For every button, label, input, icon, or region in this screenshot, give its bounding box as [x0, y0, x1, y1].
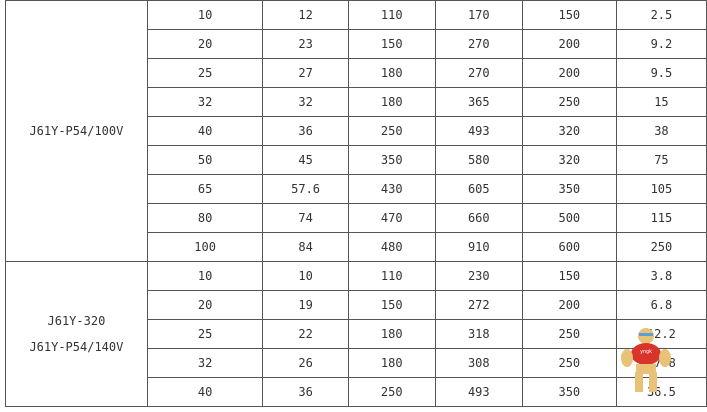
- table-row: 20 23 150 270 200 9.2: [6, 29, 707, 59]
- table-cell: 20: [146, 29, 264, 59]
- table-cell: 23: [262, 29, 349, 59]
- table-cell: 150: [347, 29, 436, 59]
- table-cell: 12: [262, 0, 349, 30]
- model-label: J61Y-320: [47, 314, 106, 328]
- table-row: 20 19 150 272 200 6.8: [6, 290, 707, 320]
- table-cell: 660: [434, 203, 523, 233]
- table-cell: 20: [146, 290, 264, 320]
- table-cell: 9.5: [615, 58, 707, 88]
- table-cell: 320: [521, 145, 617, 175]
- table-cell: 250: [347, 377, 436, 407]
- table-cell: 272: [434, 290, 523, 320]
- table-cell: 230: [434, 261, 523, 291]
- table-cell: 600: [521, 232, 617, 262]
- table-cell: 19: [262, 290, 349, 320]
- table-cell: 32: [262, 87, 349, 117]
- table-cell: 200: [521, 29, 617, 59]
- table-cell: 115: [615, 203, 707, 233]
- table-cell: 493: [434, 116, 523, 146]
- table-cell: 150: [347, 290, 436, 320]
- table-cell: 430: [347, 174, 436, 204]
- table-cell: 50: [146, 145, 264, 175]
- table-cell: 2.5: [615, 0, 707, 30]
- table-cell: 200: [521, 290, 617, 320]
- table-cell: 250: [521, 319, 617, 349]
- table-cell: 200: [521, 58, 617, 88]
- table-row: 25 22 180 318 250 12.2: [6, 319, 707, 349]
- table-cell: 350: [347, 145, 436, 175]
- table-cell: 250: [615, 232, 707, 262]
- table-cell: 10: [262, 261, 349, 291]
- table-cell: 40: [146, 116, 264, 146]
- svg-text:yngk: yngk: [640, 349, 652, 355]
- table-row: 100 84 480 910 600 250: [6, 232, 707, 262]
- table-cell: 40: [146, 377, 264, 407]
- model-cell: J61Y-P54/100V: [5, 0, 148, 262]
- table-row: 40 36 250 493 320 38: [6, 116, 707, 146]
- table-cell: 180: [347, 58, 436, 88]
- table-cell: 75: [615, 145, 707, 175]
- model-label: J61Y-P54/100V: [29, 124, 124, 138]
- table-cell: 15: [615, 87, 707, 117]
- table-cell: 36: [262, 116, 349, 146]
- table-cell: 180: [347, 87, 436, 117]
- table-cell: 365: [434, 87, 523, 117]
- model-label: J61Y-P54/140V: [29, 340, 124, 354]
- table-cell: 65: [146, 174, 264, 204]
- table-cell: 480: [347, 232, 436, 262]
- table-cell: 25: [146, 319, 264, 349]
- model-cell: J61Y-320 J61Y-P54/140V: [5, 261, 148, 407]
- table-cell: 32: [146, 87, 264, 117]
- table-cell: 27: [262, 58, 349, 88]
- table-cell: 36: [262, 377, 349, 407]
- table-cell: 26: [262, 348, 349, 378]
- table-cell: 6.8: [615, 290, 707, 320]
- table-cell: 150: [521, 261, 617, 291]
- spec-table: J61Y-P54/100V 10 12 110 170 150 2.5 20 23 150 270 2…: [5, 0, 707, 407]
- table-cell: 493: [434, 377, 523, 407]
- table-cell: 80: [146, 203, 264, 233]
- table-row: J61Y-320 J61Y-P54/140V 10 10 110 230 150 3.8: [5, 261, 707, 407]
- table-cell: 350: [521, 377, 617, 407]
- table-cell: 22: [262, 319, 349, 349]
- table-cell: 3.8: [615, 261, 707, 291]
- table-cell: 10: [146, 261, 264, 291]
- table-cell: 470: [347, 203, 436, 233]
- table-cell: 170: [434, 0, 523, 30]
- table-row: J61Y-P54/100V 10 12 110 170 150 2.5: [5, 0, 707, 262]
- table-cell: 250: [347, 116, 436, 146]
- table-row: 25 27 180 270 200 9.5: [6, 58, 707, 88]
- table-cell: 318: [434, 319, 523, 349]
- table-cell: 110: [347, 261, 436, 291]
- table-cell: 308: [434, 348, 523, 378]
- table-cell: 250: [521, 348, 617, 378]
- table-cell: 270: [434, 58, 523, 88]
- table-cell: 320: [521, 116, 617, 146]
- table-cell: 110: [347, 0, 436, 30]
- table-cell: 105: [615, 174, 707, 204]
- table-cell: 150: [521, 0, 617, 30]
- table-cell: 10: [146, 0, 264, 30]
- table-cell: 84: [262, 232, 349, 262]
- table-cell: 605: [434, 174, 523, 204]
- table-cell: 100: [146, 232, 264, 262]
- table-cell: 25: [146, 58, 264, 88]
- table-cell: 180: [347, 319, 436, 349]
- table-row: 32 32 180 365 250 15: [6, 87, 707, 117]
- table-cell: 74: [262, 203, 349, 233]
- table-row: 50 45 350 580 320 75: [6, 145, 707, 175]
- table-cell: 38: [615, 116, 707, 146]
- table-cell: 180: [347, 348, 436, 378]
- table-cell: 350: [521, 174, 617, 204]
- table-cell: 580: [434, 145, 523, 175]
- bear-mascot-icon: yngk: [621, 328, 671, 392]
- table-cell: 270: [434, 29, 523, 59]
- table-cell: 32: [146, 348, 264, 378]
- table-cell: 910: [434, 232, 523, 262]
- table-cell: 9.2: [615, 29, 707, 59]
- table-cell: 45: [262, 145, 349, 175]
- table-cell: 57.6: [262, 174, 349, 204]
- table-cell: 250: [521, 87, 617, 117]
- table-cell: 500: [521, 203, 617, 233]
